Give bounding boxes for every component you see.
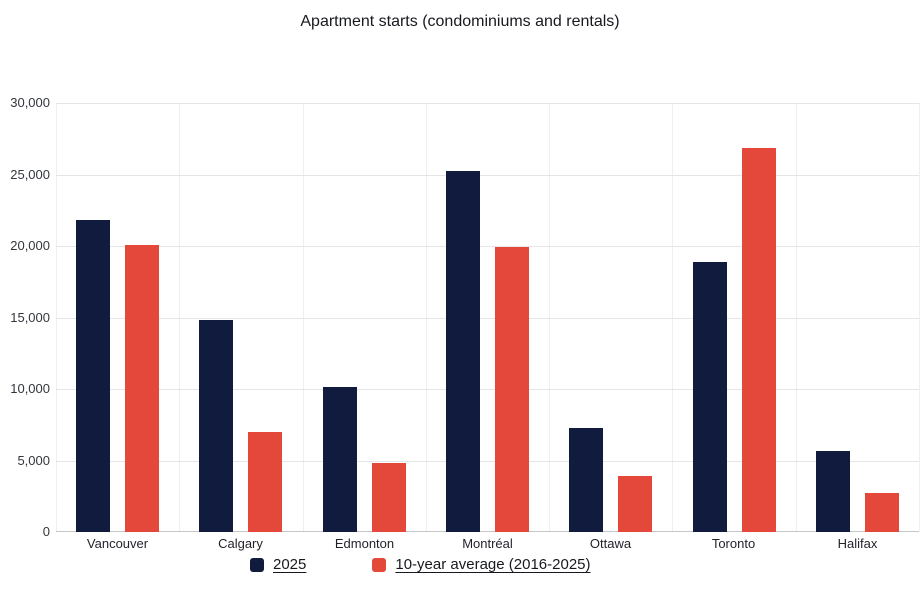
v-gridline: [549, 103, 550, 532]
h-gridline: [56, 246, 919, 247]
legend-item-2025[interactable]: 2025: [250, 556, 306, 573]
bar-2025-vancouver[interactable]: [76, 220, 110, 532]
bar-2025-toronto[interactable]: [693, 262, 727, 532]
v-gridline: [426, 103, 427, 532]
v-gridline: [672, 103, 673, 532]
bar-10-year-average-2016-2025-toronto[interactable]: [742, 148, 776, 532]
v-gridline: [56, 103, 57, 532]
x-axis-label-toronto: Toronto: [711, 536, 756, 551]
legend-swatch-2025: [250, 557, 264, 572]
y-axis-label-20-000: 20,000: [10, 238, 50, 253]
h-gridline: [56, 103, 919, 104]
x-axis-line: [56, 531, 919, 532]
bar-10-year-average-2016-2025-halifax[interactable]: [865, 493, 899, 532]
x-axis-label-montréal: Montréal: [462, 536, 513, 551]
plot-area: [56, 103, 920, 532]
x-axis-label-ottawa: Ottawa: [589, 536, 632, 551]
legend: 2025 10-year average (2016-2025): [250, 556, 591, 573]
x-axis-label-halifax: Halifax: [837, 536, 878, 551]
h-gridline: [56, 389, 919, 390]
y-axis-label-0: 0: [42, 524, 50, 539]
legend-item-10-year-average[interactable]: 10-year average (2016-2025): [372, 556, 591, 573]
bar-10-year-average-2016-2025-vancouver[interactable]: [125, 245, 159, 532]
bar-2025-halifax[interactable]: [816, 451, 850, 532]
h-gridline: [56, 461, 919, 462]
v-gridline: [796, 103, 797, 532]
bar-2025-edmonton[interactable]: [323, 387, 357, 532]
x-axis-label-vancouver: Vancouver: [86, 536, 149, 551]
h-gridline: [56, 175, 919, 176]
h-gridline: [56, 318, 919, 319]
bar-2025-montréal[interactable]: [446, 171, 480, 532]
legend-label-10-year-average: 10-year average (2016-2025): [395, 556, 591, 573]
bar-10-year-average-2016-2025-edmonton[interactable]: [372, 463, 406, 532]
x-axis-label-calgary: Calgary: [218, 536, 263, 551]
bar-2025-ottawa[interactable]: [569, 428, 603, 532]
y-axis-label-10-000: 10,000: [10, 381, 50, 396]
y-axis-label-30-000: 30,000: [10, 95, 50, 110]
y-axis-label-25-000: 25,000: [10, 167, 50, 182]
bar-10-year-average-2016-2025-ottawa[interactable]: [618, 476, 652, 532]
y-axis-label-5-000: 5,000: [17, 453, 50, 468]
chart-title: Apartment starts (condominiums and renta…: [300, 13, 620, 30]
y-axis-label-15-000: 15,000: [10, 310, 50, 325]
x-axis-label-edmonton: Edmonton: [334, 536, 395, 551]
legend-label-2025: 2025: [273, 556, 307, 573]
v-gridline: [179, 103, 180, 532]
bar-10-year-average-2016-2025-calgary[interactable]: [248, 432, 282, 532]
v-gridline: [303, 103, 304, 532]
legend-swatch-10-year-average: [372, 557, 387, 572]
bar-10-year-average-2016-2025-montréal[interactable]: [495, 247, 529, 532]
bar-2025-calgary[interactable]: [199, 320, 233, 532]
